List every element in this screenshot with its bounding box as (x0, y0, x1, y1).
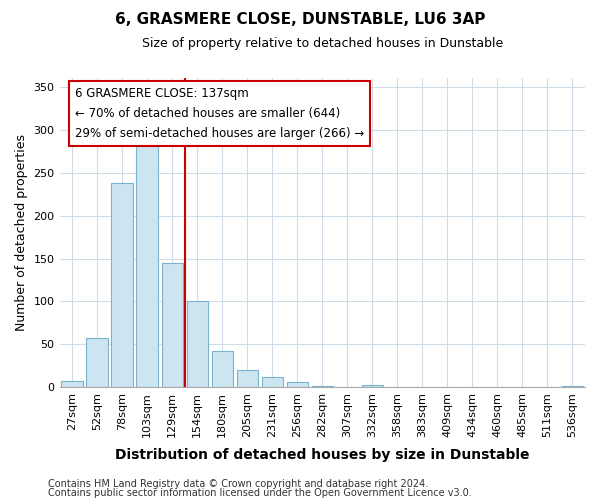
Bar (212, 352, 233, 388)
Bar (86, 338, 108, 388)
Bar (161, 263, 183, 388)
X-axis label: Distribution of detached houses by size in Dunstable: Distribution of detached houses by size … (115, 448, 530, 462)
Bar (262, 377, 283, 388)
Bar (387, 386, 408, 388)
Text: 6, GRASMERE CLOSE, DUNSTABLE, LU6 3AP: 6, GRASMERE CLOSE, DUNSTABLE, LU6 3AP (115, 12, 485, 28)
Text: Contains HM Land Registry data © Crown copyright and database right 2024.: Contains HM Land Registry data © Crown c… (48, 479, 428, 489)
Bar (136, 138, 158, 388)
Bar (187, 300, 208, 388)
Text: Contains public sector information licensed under the Open Government Licence v3: Contains public sector information licen… (48, 488, 472, 498)
Bar (562, 386, 583, 388)
Title: Size of property relative to detached houses in Dunstable: Size of property relative to detached ho… (142, 38, 503, 51)
Bar (287, 382, 308, 388)
Y-axis label: Number of detached properties: Number of detached properties (15, 134, 28, 331)
Text: 6 GRASMERE CLOSE: 137sqm
← 70% of detached houses are smaller (644)
29% of semi-: 6 GRASMERE CLOSE: 137sqm ← 70% of detach… (76, 88, 365, 141)
Bar (236, 370, 258, 388)
Bar (311, 386, 333, 388)
Bar (112, 183, 133, 388)
Bar (61, 380, 83, 388)
Bar (362, 385, 383, 388)
